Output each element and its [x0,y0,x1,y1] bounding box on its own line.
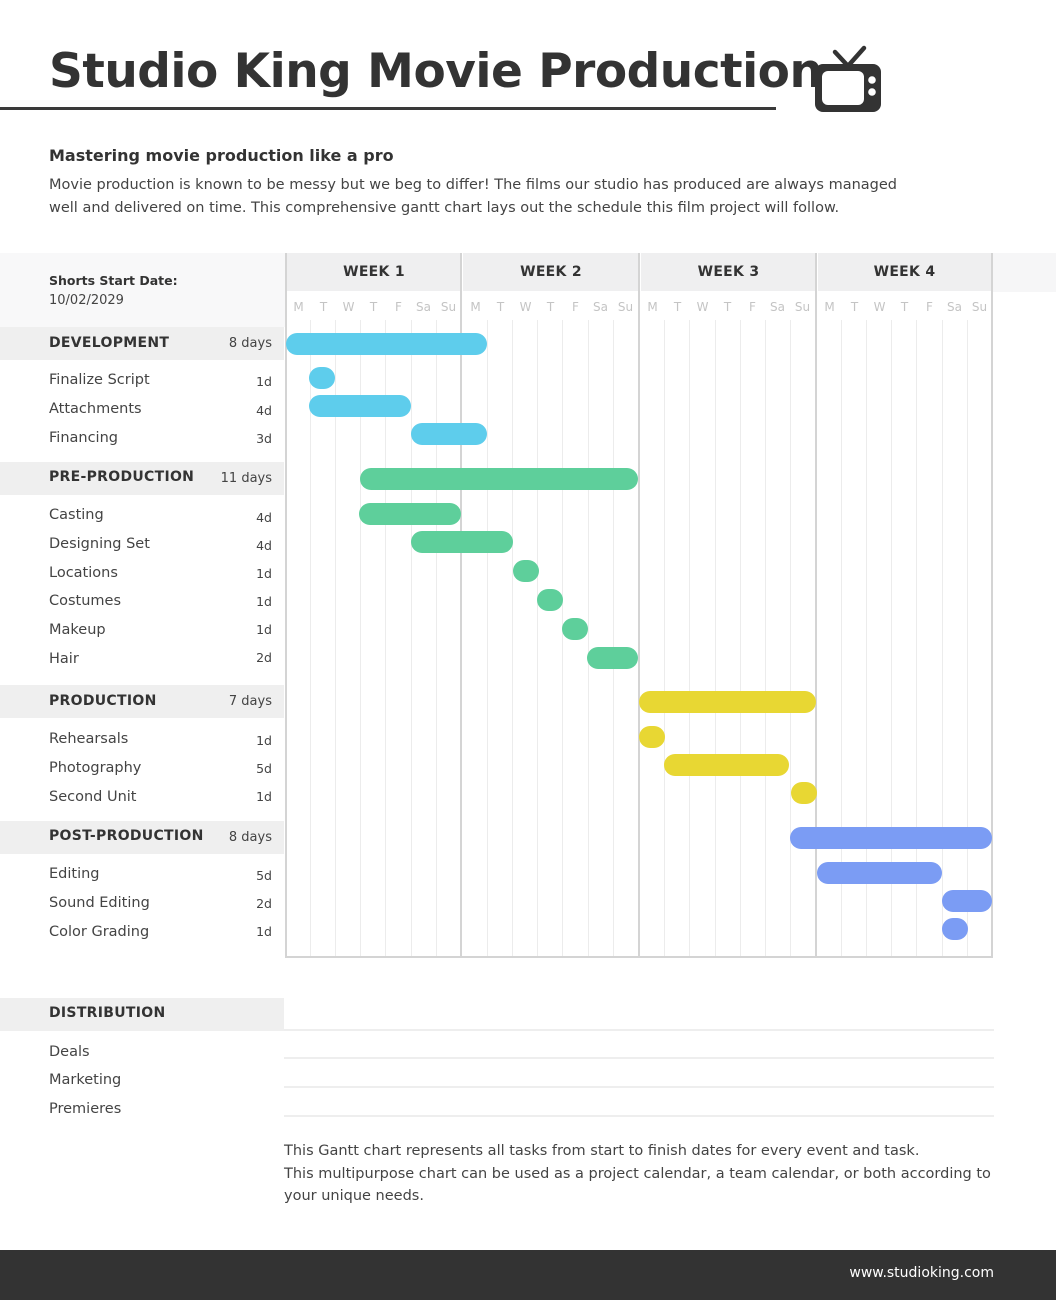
task-name: Costumes [49,593,122,609]
bar-pre-production[interactable] [360,468,638,490]
section-row-distribution [0,998,284,1031]
task-duration: 1d [256,789,272,804]
task-duration: 2d [256,896,272,911]
section-row-development [0,327,284,360]
week-header-4: WEEK 4 [818,253,991,291]
week-separator [638,253,640,958]
task-duration: 4d [256,538,272,553]
week-separator [815,253,817,958]
section-name: PRODUCTION [49,693,157,709]
header-band-extension [993,253,1056,292]
section-name: DISTRIBUTION [49,1005,166,1021]
bar-financing[interactable] [411,423,487,445]
footer-note-line2: This multipurpose chart can be used as a… [284,1165,991,1205]
page-title: Studio King Movie Production [49,44,823,99]
bar-attachments[interactable] [309,395,411,417]
task-duration: 3d [256,431,272,446]
bar-hair[interactable] [587,647,638,669]
task-duration: 1d [256,566,272,581]
task-name: Casting [49,507,104,523]
task-duration: 1d [256,733,272,748]
bar-designing-set[interactable] [411,531,513,553]
bar-development[interactable] [286,333,487,355]
task-duration: 5d [256,761,272,776]
bar-production[interactable] [639,691,816,713]
section-duration: 8 days [228,830,272,845]
task-duration: 1d [256,594,272,609]
start-date-value: 10/02/2029 [49,293,124,308]
task-name: Finalize Script [49,372,150,388]
start-date-label: Shorts Start Date: [49,273,178,288]
section-name: POST-PRODUCTION [49,828,204,844]
task-name: Premieres [49,1101,122,1117]
bar-color-grading[interactable] [942,918,968,940]
title-underline [0,107,776,110]
task-name: Attachments [49,401,142,417]
task-name: Rehearsals [49,731,129,747]
bar-casting[interactable] [359,503,461,525]
task-name: Makeup [49,622,106,638]
section-name: DEVELOPMENT [49,335,170,351]
week-header-1: WEEK 1 [287,253,461,291]
task-name: Sound Editing [49,895,150,911]
row-divider [284,1057,994,1059]
task-name: Color Grading [49,924,150,940]
intro-body: Movie production is known to be messy bu… [49,177,897,216]
section-duration: 7 days [228,694,272,709]
row-divider [284,1115,994,1117]
task-name: Locations [49,565,118,581]
row-divider [284,1086,994,1088]
week-separator [460,253,462,958]
bar-sound-editing[interactable] [942,890,992,912]
section-name: PRE-PRODUCTION [49,469,195,485]
bar-makeup[interactable] [562,618,588,640]
bar-editing[interactable] [817,862,942,884]
bar-locations[interactable] [513,560,539,582]
week-header-2: WEEK 2 [463,253,639,291]
task-duration: 1d [256,374,272,389]
bar-finalize-script[interactable] [309,367,335,389]
tv-icon [815,45,881,112]
task-name: Hair [49,651,79,667]
bar-photography[interactable] [664,754,789,776]
task-duration: 1d [256,622,272,637]
footer-note-line1: This Gantt chart represents all tasks fr… [284,1143,920,1159]
row-divider [284,1029,994,1031]
task-name: Financing [49,430,118,446]
intro-subtitle: Mastering movie production like a pro [49,146,394,165]
task-duration: 4d [256,403,272,418]
task-name: Marketing [49,1072,122,1088]
task-name: Photography [49,760,142,776]
bar-costumes[interactable] [537,589,563,611]
week-header-3: WEEK 3 [641,253,816,291]
bar-second-unit[interactable] [791,782,817,804]
section-row-production [0,685,284,718]
bar-rehearsals[interactable] [639,726,665,748]
footer-bar [0,1250,1056,1300]
start-date-panel [0,253,285,327]
section-duration: 8 days [228,336,272,351]
task-duration: 4d [256,510,272,525]
footer-url-link[interactable]: www.studioking.com [849,1265,994,1281]
section-row-post-production [0,821,284,854]
task-name: Second Unit [49,789,137,805]
task-name: Designing Set [49,536,150,552]
footer-note: This Gantt chart represents all tasks fr… [284,1140,1004,1208]
bar-post-production[interactable] [790,827,992,849]
section-duration: 11 days [220,471,272,486]
task-name: Editing [49,866,100,882]
task-name: Deals [49,1044,90,1060]
task-duration: 2d [256,650,272,665]
task-duration: 5d [256,868,272,883]
section-row-pre-production [0,462,284,495]
task-duration: 1d [256,924,272,939]
